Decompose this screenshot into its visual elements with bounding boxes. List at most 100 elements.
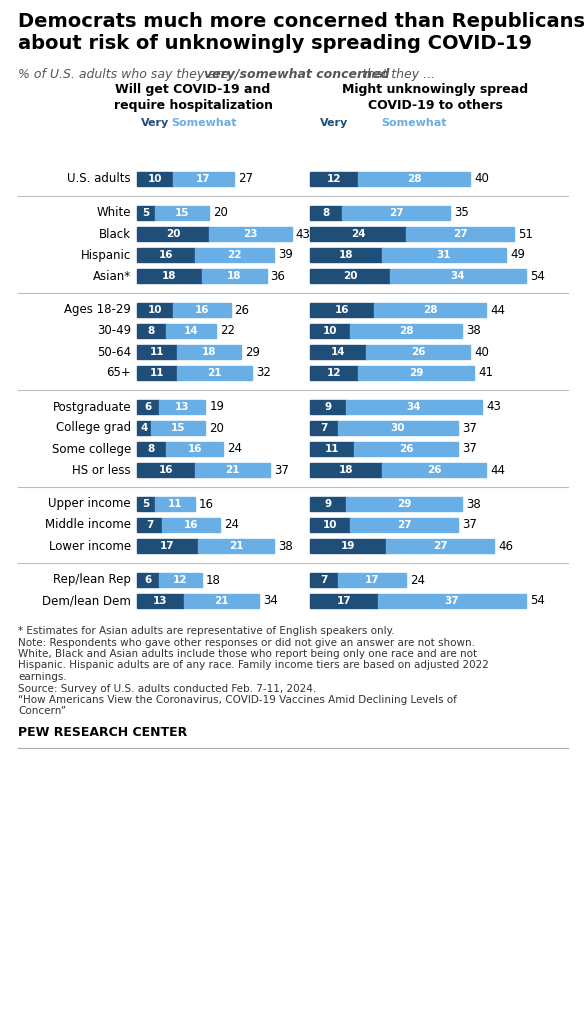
Bar [137, 573, 159, 587]
Text: 27: 27 [238, 172, 253, 185]
Bar [195, 248, 274, 262]
Text: that they ...: that they ... [358, 68, 435, 81]
Text: White: White [97, 207, 131, 219]
Bar [155, 497, 195, 511]
Bar [137, 303, 173, 317]
Text: 16: 16 [335, 305, 349, 315]
Text: Ages 18-29: Ages 18-29 [64, 303, 131, 316]
Bar [310, 172, 358, 186]
Text: 19: 19 [209, 400, 224, 414]
Text: 5: 5 [142, 499, 149, 509]
Text: 54: 54 [530, 595, 545, 607]
Text: 35: 35 [454, 207, 469, 219]
Bar [173, 172, 234, 186]
Text: 26: 26 [427, 465, 441, 475]
Text: 22: 22 [220, 325, 235, 338]
Text: 10: 10 [323, 520, 338, 530]
Text: 27: 27 [432, 541, 447, 551]
Text: “How Americans View the Coronavirus, COVID-19 Vaccines Amid Declining Levels of: “How Americans View the Coronavirus, COV… [18, 695, 457, 705]
Bar [346, 400, 482, 414]
Text: 28: 28 [407, 174, 421, 184]
Text: very/somewhat concerned: very/somewhat concerned [204, 68, 390, 81]
Text: 40: 40 [474, 345, 489, 358]
Text: 13: 13 [153, 596, 168, 606]
Bar [354, 442, 458, 456]
Text: 18: 18 [227, 271, 241, 281]
Text: 37: 37 [445, 596, 459, 606]
Bar [137, 442, 166, 456]
Bar [310, 366, 358, 380]
Text: Very: Very [320, 118, 348, 128]
Text: 28: 28 [423, 305, 437, 315]
Bar [137, 400, 159, 414]
Text: 27: 27 [389, 208, 403, 218]
Text: 38: 38 [278, 540, 292, 553]
Bar [137, 463, 195, 477]
Text: 21: 21 [229, 541, 243, 551]
Text: Middle income: Middle income [45, 518, 131, 531]
Text: 5: 5 [142, 208, 149, 218]
Bar [310, 497, 346, 511]
Bar [155, 206, 209, 220]
Text: 32: 32 [256, 367, 271, 380]
Text: 37: 37 [462, 442, 477, 456]
Bar [374, 303, 486, 317]
Text: 50-64: 50-64 [97, 345, 131, 358]
Text: 37: 37 [462, 518, 477, 531]
Text: Will get COVID-19 and
require hospitalization: Will get COVID-19 and require hospitaliz… [114, 83, 272, 112]
Bar [310, 539, 386, 553]
Bar [137, 594, 184, 608]
Bar [137, 324, 166, 338]
Bar [310, 463, 382, 477]
Text: 31: 31 [437, 250, 451, 260]
Text: Very: Very [141, 118, 169, 128]
Text: % of U.S. adults who say they are: % of U.S. adults who say they are [18, 68, 233, 81]
Text: 16: 16 [159, 465, 173, 475]
Bar [198, 539, 274, 553]
Text: 30: 30 [391, 423, 406, 433]
Text: 15: 15 [171, 423, 186, 433]
Bar [166, 324, 216, 338]
Bar [310, 324, 350, 338]
Text: Dem/lean Dem: Dem/lean Dem [42, 595, 131, 607]
Text: 24: 24 [227, 442, 243, 456]
Text: 17: 17 [161, 541, 175, 551]
Text: 7: 7 [146, 520, 154, 530]
Text: 14: 14 [331, 347, 345, 357]
Bar [137, 366, 176, 380]
Bar [310, 227, 406, 241]
Text: Asian*: Asian* [93, 269, 131, 283]
Bar [358, 366, 474, 380]
Text: 34: 34 [407, 402, 421, 412]
Text: 30-49: 30-49 [97, 325, 131, 338]
Text: Hispanic. Hispanic adults are of any race. Family income tiers are based on adju: Hispanic. Hispanic adults are of any rac… [18, 660, 489, 671]
Text: 6: 6 [144, 575, 151, 585]
Text: 13: 13 [175, 402, 189, 412]
Text: 18: 18 [202, 347, 216, 357]
Text: 16: 16 [199, 498, 214, 511]
Text: Upper income: Upper income [49, 498, 131, 511]
Bar [162, 518, 220, 532]
Text: 44: 44 [490, 303, 505, 316]
Text: 12: 12 [327, 174, 341, 184]
Text: 34: 34 [451, 271, 465, 281]
Text: 38: 38 [466, 325, 481, 338]
Text: 20: 20 [343, 271, 357, 281]
Text: 8: 8 [148, 326, 155, 336]
Text: 11: 11 [149, 368, 164, 378]
Text: 41: 41 [478, 367, 493, 380]
Bar [166, 442, 223, 456]
Bar [386, 539, 494, 553]
Text: 10: 10 [148, 174, 162, 184]
Text: 8: 8 [148, 444, 155, 454]
Text: Democrats much more concerned than Republicans: Democrats much more concerned than Repub… [18, 12, 585, 31]
Text: 11: 11 [168, 499, 182, 509]
Text: Lower income: Lower income [49, 540, 131, 553]
Text: 40: 40 [474, 172, 489, 185]
Text: 7: 7 [321, 423, 328, 433]
Text: 17: 17 [196, 174, 211, 184]
Bar [159, 400, 206, 414]
Bar [310, 421, 338, 435]
Bar [310, 206, 342, 220]
Text: 43: 43 [486, 400, 501, 414]
